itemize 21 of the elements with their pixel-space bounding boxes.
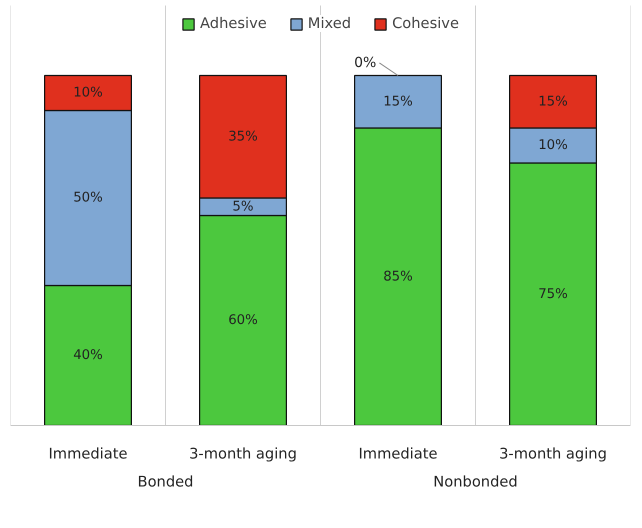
- data-label: 50%: [73, 190, 103, 206]
- data-label: 15%: [383, 94, 413, 110]
- data-label: 85%: [383, 269, 413, 284]
- data-label: 10%: [538, 138, 568, 153]
- legend-label: Adhesive: [200, 15, 267, 32]
- data-label: 5%: [232, 199, 254, 214]
- x-tick-label: Immediate: [358, 446, 438, 462]
- data-label: 35%: [228, 129, 258, 144]
- data-label: 15%: [538, 94, 568, 110]
- legend-label: Cohesive: [392, 15, 459, 32]
- data-label: 0%: [354, 54, 376, 71]
- text: Bonded: [138, 474, 194, 490]
- x-tick-label: 3-month aging: [189, 446, 297, 462]
- data-label: 75%: [538, 286, 568, 302]
- legend-label: Mixed: [308, 15, 352, 32]
- data-label: 40%: [73, 348, 103, 363]
- data-label: 10%: [73, 86, 103, 100]
- x-tick-label: Immediate: [48, 446, 128, 462]
- data-label: 60%: [228, 313, 258, 328]
- text: Nonbonded: [433, 474, 518, 490]
- x-tick-label: 3-month aging: [499, 446, 607, 462]
